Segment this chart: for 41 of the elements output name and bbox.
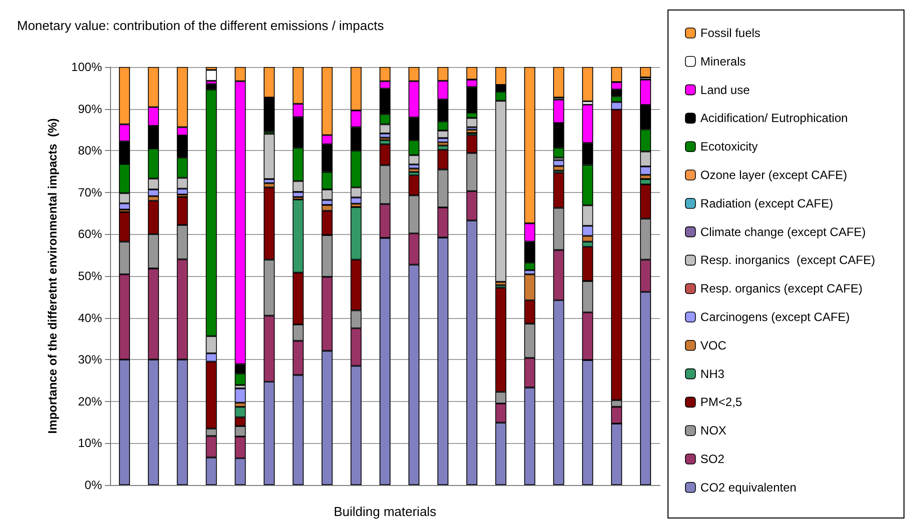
legend-label: Resp. inorganics (except CAFE) bbox=[700, 253, 876, 268]
legend-label: Resp. organics (except CAFE) bbox=[700, 282, 862, 296]
legend-label: NOX bbox=[700, 424, 726, 438]
legend-label: Minerals bbox=[700, 54, 746, 68]
bar bbox=[553, 160, 564, 166]
legend-label: Fossil fuels bbox=[700, 26, 760, 40]
y-tick-label: 80% bbox=[78, 144, 102, 158]
legend-label: Radiation (except CAFE) bbox=[700, 196, 834, 210]
legend-label: Land use bbox=[700, 82, 750, 97]
bar bbox=[466, 130, 478, 134]
bar bbox=[582, 67, 594, 102]
bar bbox=[408, 168, 420, 172]
x-axis-title: Building materials bbox=[334, 504, 437, 519]
legend-label: Climate change (except CAFE) bbox=[700, 224, 866, 239]
bar bbox=[264, 134, 275, 180]
legend-label: NH3 bbox=[700, 366, 725, 381]
y-tick-label: 30% bbox=[78, 352, 102, 367]
y-tick-label: 70% bbox=[78, 185, 102, 200]
y-tick-label: 40% bbox=[78, 310, 102, 325]
bar bbox=[437, 142, 448, 146]
bar bbox=[206, 70, 217, 81]
legend-label: Ecotoxicity bbox=[700, 140, 758, 154]
bar bbox=[640, 67, 652, 78]
legend-label: CO2 equivalenten bbox=[700, 480, 796, 494]
y-tick-label: 20% bbox=[78, 394, 102, 408]
legend-label: PM<2,5 bbox=[700, 395, 742, 410]
legend-label: Acidification/ Eutrophication bbox=[700, 111, 848, 126]
legend-label: VOC bbox=[700, 338, 727, 352]
chart-title: Monetary value: contribution of the different emissions / impacts bbox=[17, 18, 384, 33]
bar bbox=[553, 67, 564, 98]
y-tick-label: 0% bbox=[84, 478, 102, 492]
legend-label: SO2 bbox=[700, 452, 725, 466]
y-tick-label: 60% bbox=[78, 227, 102, 242]
legend-label: Carcinogens (except CAFE) bbox=[700, 310, 850, 324]
y-tick-label: 100% bbox=[71, 60, 102, 74]
y-tick-label: 90% bbox=[78, 102, 102, 116]
bar bbox=[234, 388, 246, 403]
legend-label: Ozone layer (except CAFE) bbox=[700, 168, 848, 182]
y-axis-title: Importance of the differetnt environmental impacts (%) bbox=[46, 118, 60, 434]
y-tick-label: 50% bbox=[78, 269, 102, 283]
y-tick-label: 10% bbox=[78, 436, 102, 450]
